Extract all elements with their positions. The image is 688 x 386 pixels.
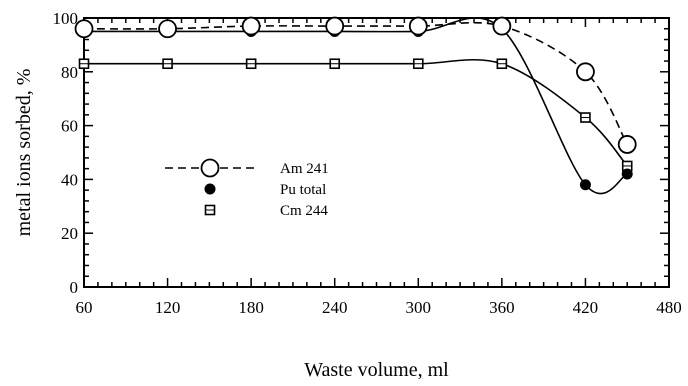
y-tick-label: 60 [61,117,78,136]
data-point-am-241 [74,19,94,39]
x-tick-label: 480 [656,298,682,317]
x-tick-label: 240 [322,298,348,317]
x-tick-label: 420 [573,298,599,317]
data-point-pu-total [579,179,591,191]
data-point-am-241 [617,135,637,154]
data-point-am-241 [158,19,177,39]
legend-label: Cm 244 [280,203,328,219]
legend-marker [204,183,216,195]
y-tick-label: 100 [53,9,79,28]
x-tick-label: 300 [406,298,432,317]
y-tick-label: 0 [70,278,79,297]
data-point-am-241 [492,16,512,36]
data-point-am-241 [241,16,261,36]
y-tick-label: 40 [61,170,78,189]
data-point-am-241 [576,62,595,82]
x-tick-label: 60 [76,298,93,317]
plot-border [83,17,670,288]
series-line-am-241 [83,21,628,145]
x-axis-label: Waste volume, ml [304,359,449,381]
y-axis-label: metal ions sorbed, % [13,69,35,237]
y-tick-label: 80 [61,63,78,82]
y-tick-label: 20 [61,224,78,243]
axis-ticks [83,17,670,288]
data-point-am-241 [408,16,428,36]
x-tick-label: 360 [489,298,515,317]
series-markers [74,16,637,191]
x-tick-label: 120 [155,298,181,317]
legend-label: Pu total [280,182,326,198]
legend: Am 241 Pu total Cm 244 [165,158,329,219]
series-line-pu-total [84,17,628,195]
legend-label: Am 241 [280,161,329,177]
series-line-cm-244 [83,58,628,167]
data-point-pu-total [621,168,633,180]
data-point-am-241 [325,16,345,36]
legend-marker [200,158,220,178]
x-tick-label: 180 [238,298,264,317]
plot-frame [83,17,670,288]
tick-labels: 60 120 180 240 300 360 420 480 0 20 40 60 80 100 [53,9,682,317]
